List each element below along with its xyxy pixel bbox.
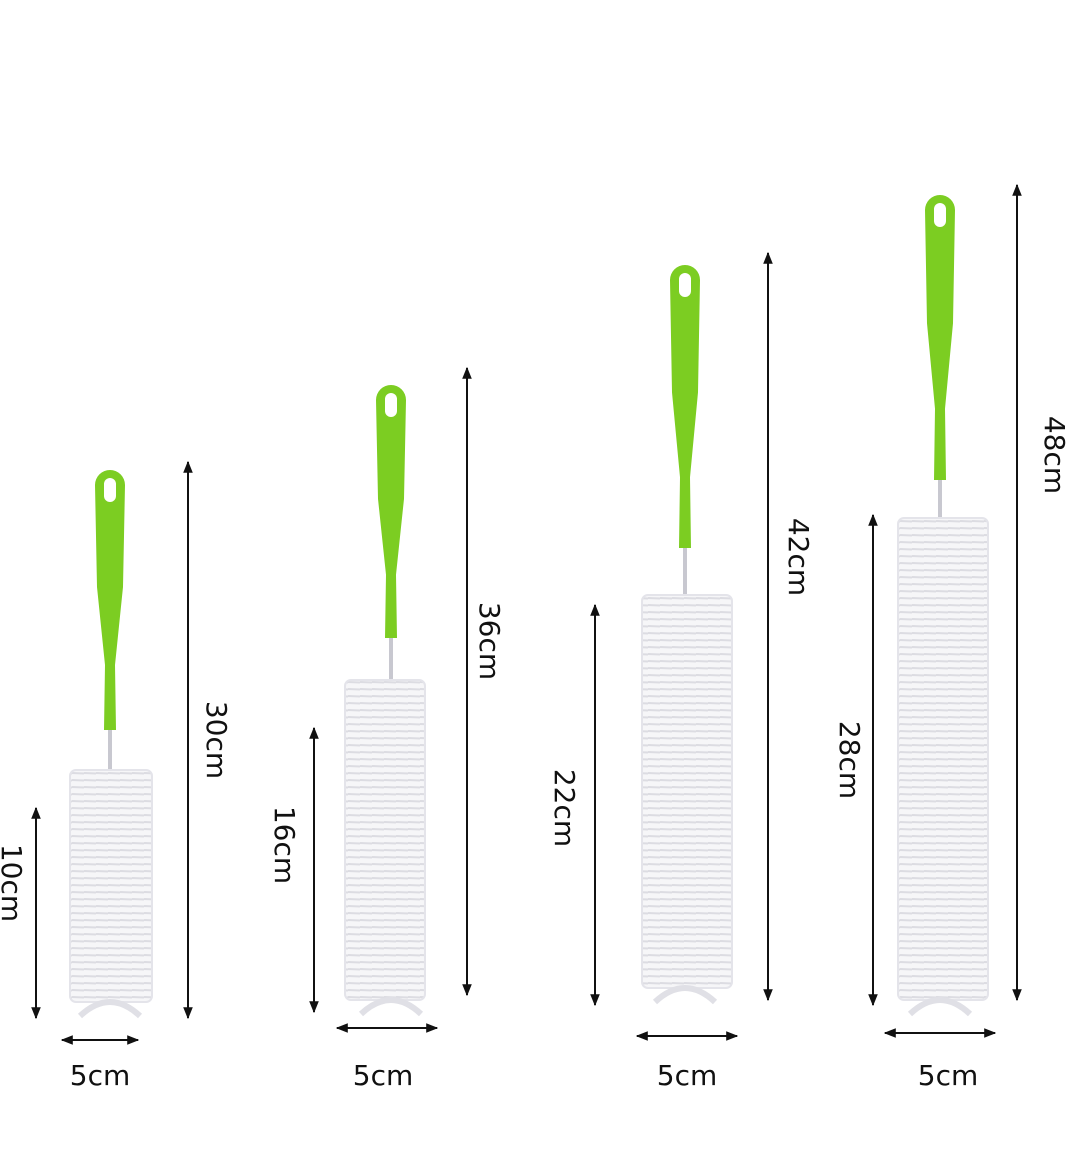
brush-tip [907, 997, 973, 1017]
width-label: 5cm [70, 1059, 130, 1092]
width-label: 5cm [657, 1059, 717, 1092]
handle-hole [385, 393, 397, 417]
brush-bristles [344, 679, 426, 1001]
length-label: 36cm [473, 602, 506, 680]
bristle-length-label: 16cm [268, 806, 301, 884]
brush-tip [652, 985, 718, 1005]
handle-hole [934, 203, 946, 227]
brush-bristles [897, 517, 989, 1001]
length-label: 48cm [1038, 416, 1071, 494]
length-label: 42cm [782, 518, 815, 596]
brush-bristles [69, 769, 153, 1003]
brush-tip [358, 997, 424, 1017]
brush-handle [95, 470, 125, 730]
brush-handle [670, 265, 700, 548]
brush-bristles [641, 594, 733, 989]
handle-hole [104, 478, 116, 502]
brush-tip [77, 999, 143, 1019]
bristle-length-label: 10cm [0, 844, 28, 922]
brush-handle [925, 195, 955, 480]
width-label: 5cm [918, 1059, 978, 1092]
handle-hole [679, 273, 691, 297]
bristle-length-label: 28cm [833, 721, 866, 799]
width-label: 5cm [353, 1059, 413, 1092]
brush-handle [376, 385, 406, 638]
bristle-length-label: 22cm [548, 769, 581, 847]
length-label: 30cm [200, 701, 233, 779]
